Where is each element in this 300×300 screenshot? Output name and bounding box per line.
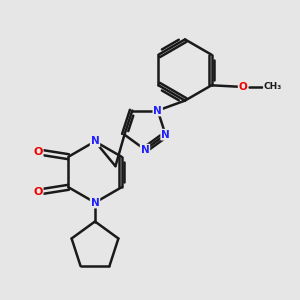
Text: O: O <box>238 82 247 92</box>
Text: O: O <box>33 147 43 157</box>
Text: N: N <box>91 136 99 146</box>
Text: O: O <box>33 187 43 197</box>
Text: N: N <box>161 130 170 140</box>
Text: N: N <box>141 145 149 154</box>
Text: N: N <box>153 106 162 116</box>
Text: N: N <box>91 198 99 208</box>
Text: CH₃: CH₃ <box>264 82 282 91</box>
